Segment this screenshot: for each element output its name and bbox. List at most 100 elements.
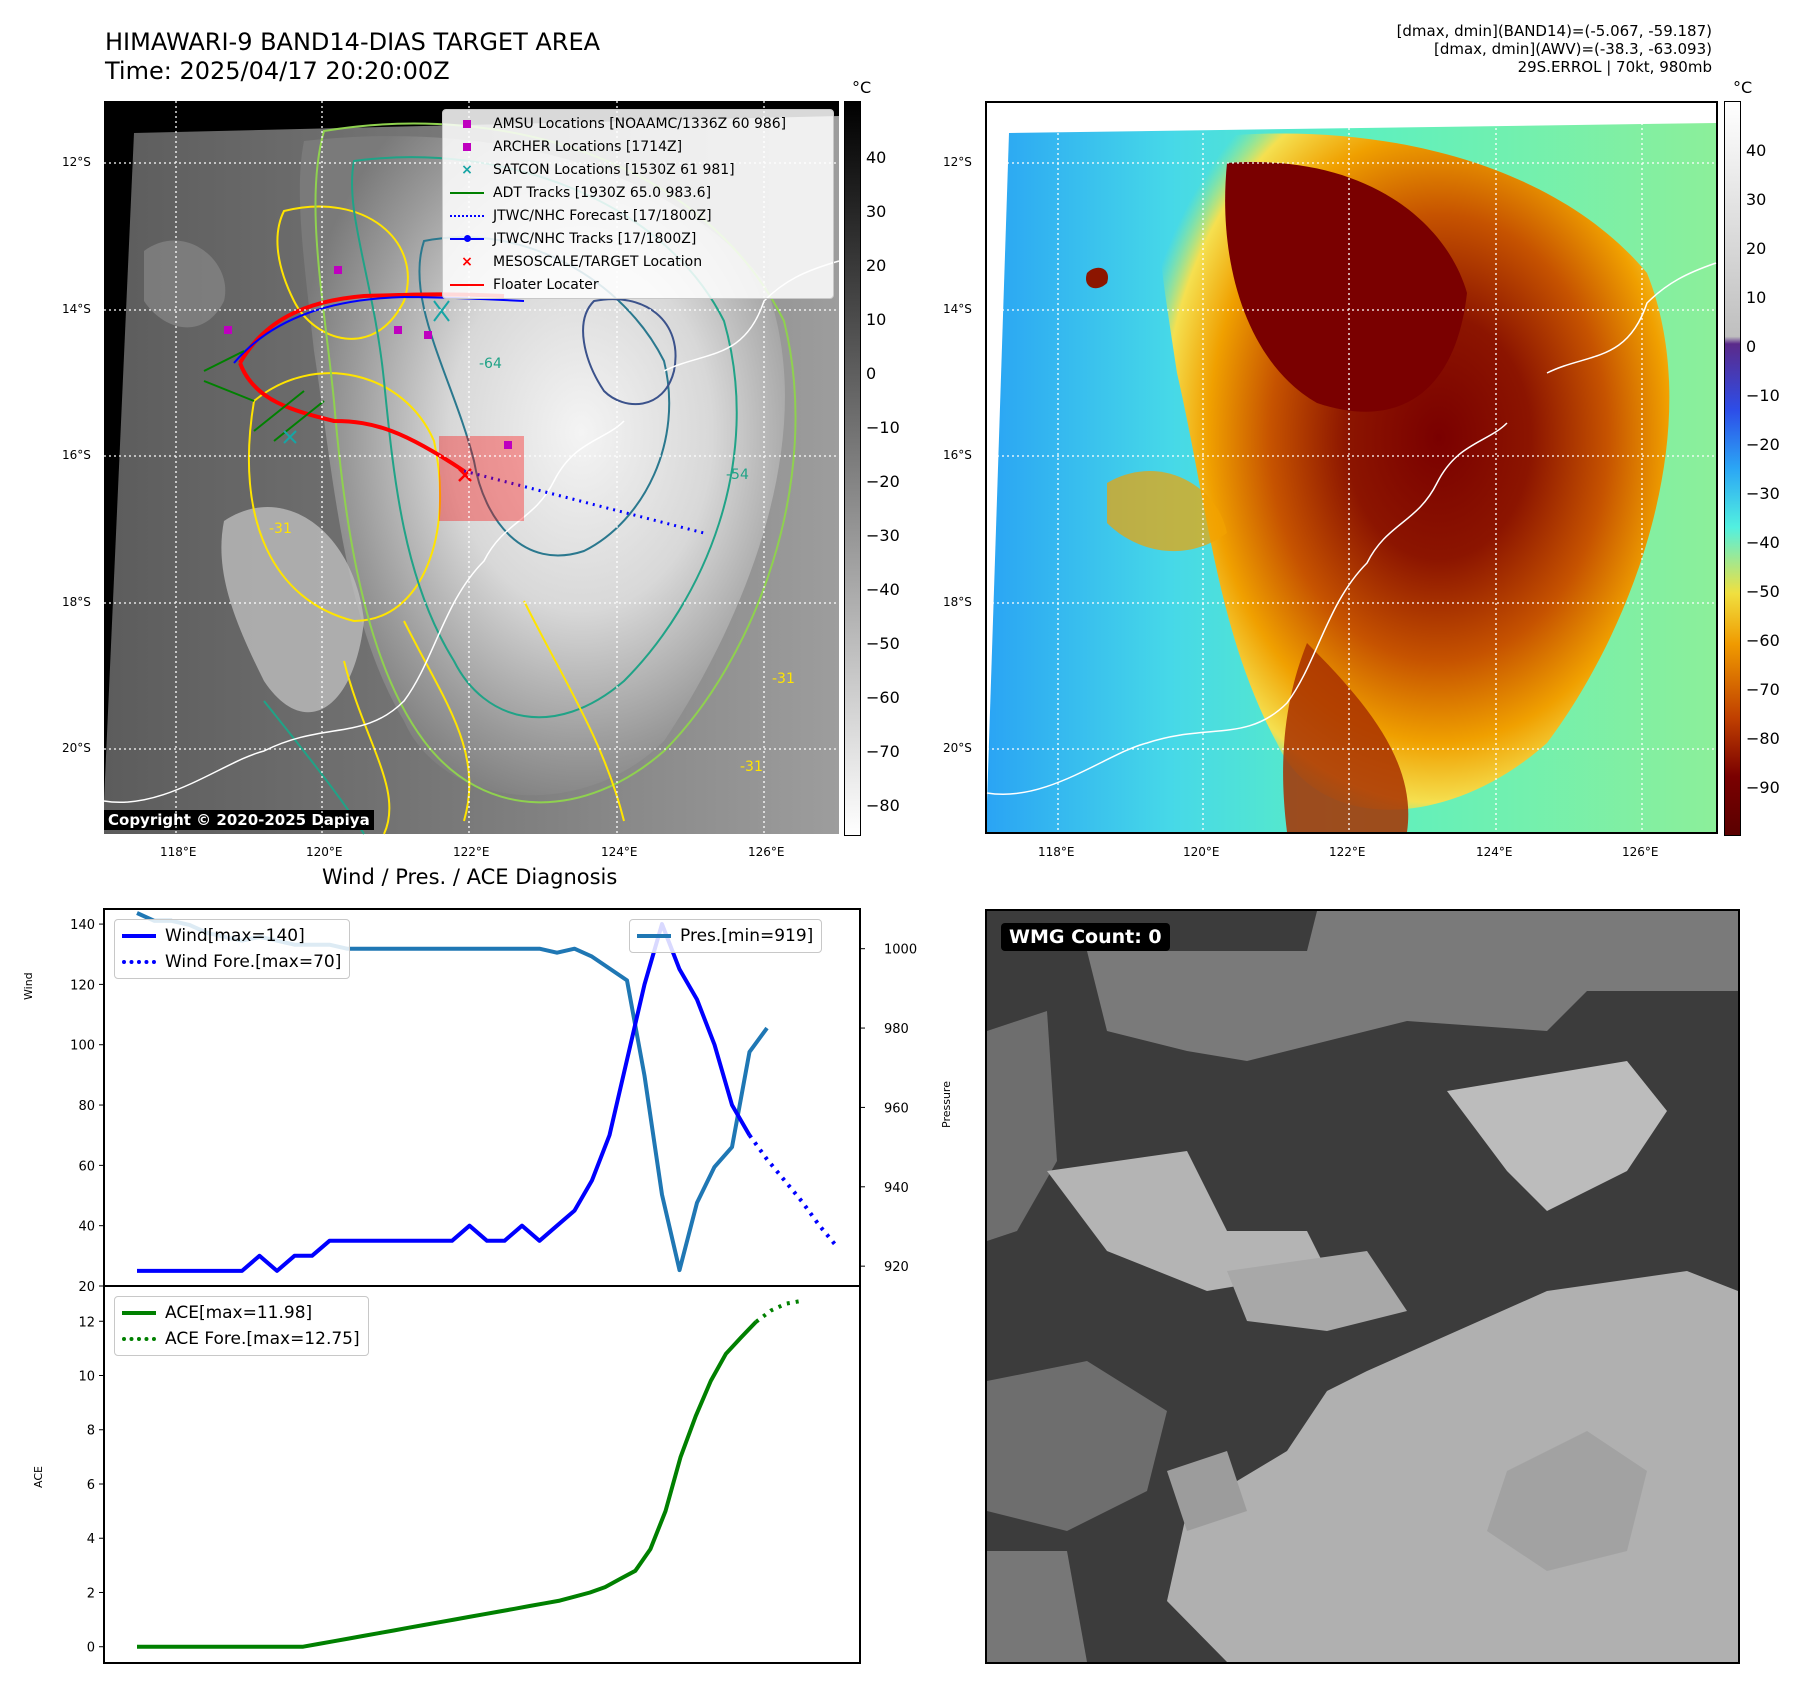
color-tick: −70 (1746, 680, 1780, 699)
color-tick: 40 (1746, 141, 1767, 160)
legend-item-wind-forecast: Wind Fore.[max=70] (115, 949, 349, 975)
color-tick: 10 (1746, 288, 1767, 307)
color-tick: 20 (1746, 239, 1767, 258)
color-tick: −20 (1746, 435, 1780, 454)
legend-item-pressure: Pres.[min=919] (630, 923, 821, 949)
lon-label-124e: 124°E (601, 845, 638, 859)
legend-item-target: × MESOSCALE/TARGET Location (461, 253, 703, 270)
lon-label-120e: 120°E (306, 845, 343, 859)
wind-legend: Wind[max=140] Wind Fore.[max=70] (114, 919, 351, 979)
contour-label-2: -54 (726, 467, 749, 483)
legend-item-ace-forecast: ACE Fore.[max=12.75] (115, 1326, 368, 1352)
gray-tick: 40 (866, 148, 887, 167)
lat-label-18s: 18°S (62, 595, 91, 609)
color-lon-label-118e: 118°E (1038, 845, 1075, 859)
info-band14: [dmax, dmin](BAND14)=(-5.067, -59.187) (1396, 22, 1712, 40)
ace-tick-label: 8 (87, 1424, 95, 1439)
gray-tick: 0 (866, 364, 877, 383)
lat-label-14s: 14°S (62, 302, 91, 316)
wind-forecast-series-line (747, 1134, 839, 1249)
wind-series-line (137, 922, 752, 1273)
gray-map-gridlines (104, 101, 839, 834)
legend-item-wind: Wind[max=140] (115, 923, 349, 949)
contour-label-1: -64 (479, 356, 502, 372)
color-lon-label-122e: 122°E (1329, 845, 1366, 859)
ir-gray-map: -64 -54 -31 -31 -31 Copyright © 2020-202… (103, 101, 840, 835)
ace-tick-label: 6 (87, 1478, 95, 1493)
figure-title: HIMAWARI-9 BAND14-DIAS TARGET AREA (105, 28, 601, 56)
pressure-tick-label: 1000 (884, 943, 917, 958)
color-lat-label-16s: 16°S (943, 448, 972, 462)
info-awv: [dmax, dmin](AWV)=(-38.3, -63.093) (1433, 40, 1712, 58)
ace-series-line (137, 1320, 758, 1649)
color-tick: −80 (1746, 729, 1780, 748)
contour-label-5: -31 (740, 759, 763, 775)
color-lon-label-126e: 126°E (1622, 845, 1659, 859)
ir-color-map (985, 101, 1718, 834)
legend-item-floater: Floater Locater (443, 273, 833, 296)
wmg-count-badge: WMG Count: 0 (1001, 923, 1170, 951)
ace-tick-label: 2 (87, 1586, 95, 1601)
color-lon-label-124e: 124°E (1476, 845, 1513, 859)
gray-tick: −20 (866, 472, 900, 491)
gray-tick: −60 (866, 688, 900, 707)
copyright-badge: Copyright © 2020-2025 Dapiya (104, 810, 374, 830)
gray-colorbar-unit: °C (852, 78, 872, 97)
gray-tick: 30 (866, 202, 887, 221)
lon-label-126e: 126°E (748, 845, 785, 859)
gray-tick: −50 (866, 634, 900, 653)
color-tick: −40 (1746, 533, 1780, 552)
gray-tick: −80 (866, 796, 900, 815)
gray-tick: −40 (866, 580, 900, 599)
gray-tick: −10 (866, 418, 900, 437)
ace-forecast-series-line (754, 1298, 802, 1324)
legend-item-adt: ADT Tracks [1930Z 65.0 983.6] (443, 181, 833, 204)
wmg-graphic (987, 911, 1738, 1662)
gray-tick: 20 (866, 256, 887, 275)
pressure-tick-label: 920 (884, 1260, 909, 1275)
color-tick: −50 (1746, 582, 1780, 601)
wind-tick-label: 40 (78, 1220, 95, 1235)
lon-label-122e: 122°E (453, 845, 490, 859)
legend-item-archer: ARCHER Locations [1714Z] (443, 135, 833, 158)
gray-tick: −70 (866, 742, 900, 761)
color-lon-label-120e: 120°E (1183, 845, 1220, 859)
color-colorbar (1724, 101, 1741, 836)
wind-tick-label: 140 (70, 918, 95, 933)
wind-tick-label: 100 (70, 1039, 95, 1054)
pressure-tick-label: 980 (884, 1022, 909, 1037)
contour-label-4: -31 (772, 671, 795, 687)
gray-tick: −30 (866, 526, 900, 545)
figure-time: Time: 2025/04/17 20:20:00Z (105, 57, 450, 85)
ace-tick-label: 12 (78, 1315, 95, 1330)
gray-tick: 10 (866, 310, 887, 329)
color-lat-label-14s: 14°S (943, 302, 972, 316)
gray-colorbar (844, 101, 861, 836)
color-colorbar-unit: °C (1733, 78, 1753, 97)
pressure-tick-label: 960 (884, 1101, 909, 1116)
color-tick: 30 (1746, 190, 1767, 209)
pressure-tick-label: 940 (884, 1181, 909, 1196)
color-lat-label-18s: 18°S (943, 595, 972, 609)
info-storm: 29S.ERROL | 70kt, 980mb (1517, 58, 1712, 76)
map-legend: AMSU Locations [NOAAMC/1336Z 60 986] ARC… (442, 109, 834, 299)
legend-item-jtwc-tracks: JTWC/NHC Tracks [17/1800Z] (443, 227, 833, 250)
wind-tick-label: 60 (78, 1159, 95, 1174)
lat-label-20s: 20°S (62, 741, 91, 755)
pressure-legend: Pres.[min=919] (629, 919, 823, 953)
wind-tick-label: 20 (78, 1280, 95, 1295)
wmg-panel: WMG Count: 0 (985, 909, 1740, 1664)
ir-color-map-graphic (986, 103, 1717, 832)
legend-item-satcon: × SATCON Locations [1530Z 61 981] (461, 161, 735, 178)
color-tick: 0 (1746, 337, 1757, 356)
color-tick: −90 (1746, 778, 1780, 797)
lat-label-16s: 16°S (62, 448, 91, 462)
color-lat-label-12s: 12°S (943, 155, 972, 169)
wind-tick-label: 80 (78, 1099, 95, 1114)
contour-label-3: -31 (269, 521, 292, 537)
color-tick: −10 (1746, 386, 1780, 405)
ace-plot-frame (103, 1285, 861, 1664)
ace-tick-label: 4 (87, 1532, 95, 1547)
lat-label-12s: 12°S (62, 155, 91, 169)
info-block: [dmax, dmin](BAND14)=(-5.067, -59.187) [… (1397, 22, 1712, 76)
